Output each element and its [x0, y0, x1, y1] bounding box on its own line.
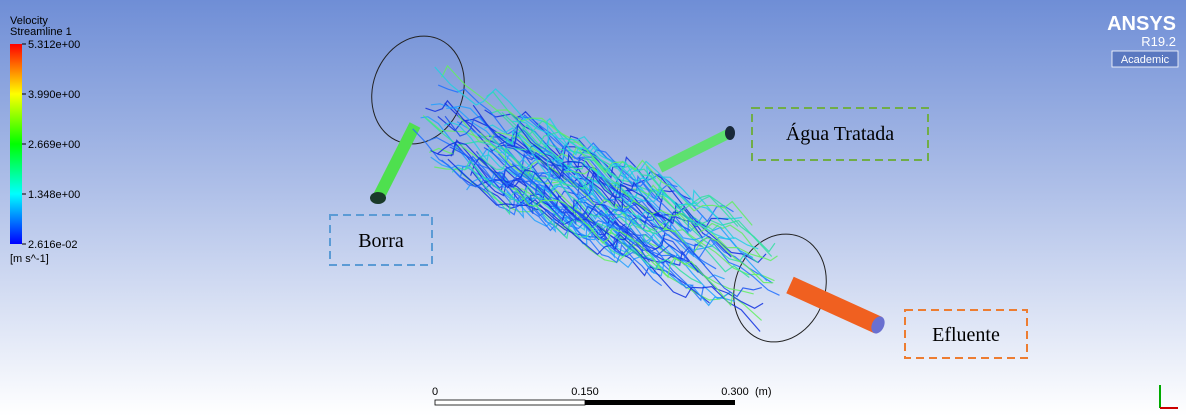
streamlines	[413, 66, 780, 332]
agua-end	[725, 126, 735, 140]
outlet-ring	[719, 221, 841, 355]
agua-pipe	[660, 133, 730, 168]
scale-bar	[435, 400, 735, 405]
logo-edition: Academic	[1121, 54, 1170, 66]
scale-seg	[435, 400, 585, 405]
logo-version: R19.2	[1141, 34, 1176, 49]
borra-end	[370, 192, 386, 204]
agua-label: Água Tratada	[786, 122, 894, 145]
viewport: Velocity Streamline 1 5.312e+003.990e+00…	[0, 0, 1186, 416]
scale-unit: (m)	[755, 386, 772, 398]
legend-tick-label: 2.616e-02	[28, 239, 78, 251]
inlet-ring	[357, 23, 479, 157]
borra-label: Borra	[358, 230, 404, 252]
legend-tick-label: 3.990e+00	[28, 89, 80, 101]
color-bar	[10, 44, 22, 244]
scale-seg	[585, 400, 735, 405]
efluente-label: Efluente	[932, 324, 1000, 346]
logo-name: ANSYS	[1107, 13, 1176, 35]
scale-label: 0.150	[571, 386, 599, 398]
legend-tick-label: 5.312e+00	[28, 39, 80, 51]
borra-pipe	[378, 125, 415, 198]
legend-subtitle: Streamline 1	[10, 26, 72, 38]
efluente-pipe	[790, 285, 878, 325]
scene: Velocity Streamline 1 5.312e+003.990e+00…	[0, 0, 1186, 416]
legend-tick-label: 1.348e+00	[28, 189, 80, 201]
scale-label: 0	[432, 386, 438, 398]
streamline	[467, 178, 735, 306]
legend-tick-label: 2.669e+00	[28, 139, 80, 151]
scale-label: 0.300	[721, 386, 749, 398]
geometry	[357, 23, 841, 355]
legend-unit: [m s^-1]	[10, 253, 49, 265]
